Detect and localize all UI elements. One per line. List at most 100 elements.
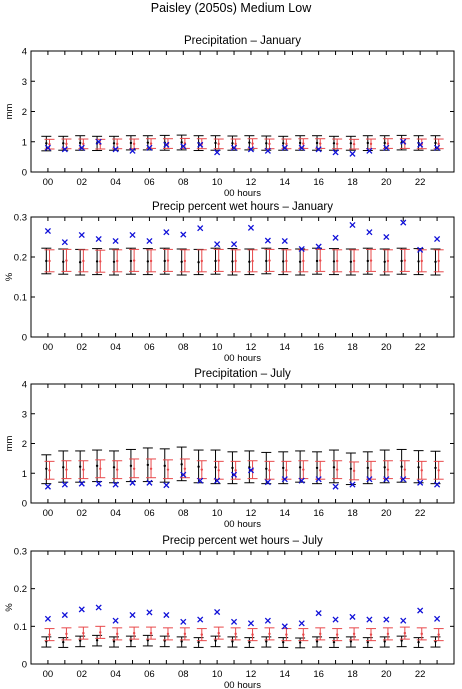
errorbar-mid-point <box>335 259 339 263</box>
errorbar-mid-point <box>386 259 390 263</box>
errorbar-mid-point <box>99 260 102 263</box>
marker-x-hour-13 <box>264 617 271 624</box>
errorbar-mid-point <box>217 142 220 146</box>
errorbar-mid-point <box>99 631 102 634</box>
errorbar-mid-point <box>180 463 183 466</box>
errorbar-mid-point <box>420 469 423 472</box>
errorbar-mid-point <box>234 142 237 146</box>
errorbar-black-hour-7 <box>159 247 170 275</box>
x-tick-label: 16 <box>313 177 324 188</box>
errorbar-mid-point <box>112 466 116 469</box>
y-axis-label: mm <box>4 436 15 452</box>
marker-x-hour-16 <box>315 610 322 617</box>
errorbar-mid-point <box>48 259 51 263</box>
errorbar-black-hour-3 <box>92 634 103 647</box>
marker-x-hour-6 <box>146 609 153 616</box>
errorbar-red-hour-14 <box>281 249 292 273</box>
errorbar-red-hour-8 <box>179 249 190 273</box>
errorbar-mid-point <box>132 467 136 470</box>
errorbar-mid-point <box>62 142 65 145</box>
errorbar-mid-point <box>251 633 254 636</box>
errorbar-mid-point <box>437 142 440 146</box>
errorbar-mid-point <box>197 640 200 644</box>
marker-x-hour-15 <box>298 620 305 627</box>
errorbar-mid-point <box>335 468 339 471</box>
x-tick-label: 22 <box>415 669 426 680</box>
errorbar-mid-point <box>302 468 305 471</box>
errorbar-mid-point <box>400 465 403 468</box>
errorbar-red-hour-8 <box>179 458 190 479</box>
marker-x-hour-23 <box>434 481 441 488</box>
marker-x-hour-6 <box>146 144 153 151</box>
marker-x-hour-2 <box>78 606 85 613</box>
errorbar-red-hour-5 <box>129 458 140 479</box>
x-tick-label: 12 <box>246 342 257 353</box>
x-tick-label: 14 <box>280 508 291 519</box>
errorbar-red-hour-7 <box>162 459 173 480</box>
y-tick-label: 0.2 <box>14 253 27 264</box>
errorbar-mid-point <box>383 640 386 643</box>
errorbar-black-hour-11 <box>227 451 238 485</box>
marker-x-hour-5 <box>129 479 136 486</box>
axes-frame <box>30 383 455 504</box>
errorbar-black-hour-13 <box>261 247 272 275</box>
marker-x-hour-15 <box>298 477 305 484</box>
errorbar-black-hour-10 <box>210 449 221 485</box>
errorbar-mid-point <box>132 142 136 146</box>
errorbar-red-hour-2 <box>78 249 89 273</box>
errorbar-black-hour-19 <box>362 247 373 275</box>
y-axis-label: % <box>4 603 15 612</box>
errorbar-red-hour-9 <box>196 628 207 642</box>
errorbar-red-hour-19 <box>366 460 376 480</box>
errorbar-black-hour-5 <box>125 247 136 275</box>
errorbar-mid-point <box>332 466 336 469</box>
errorbar-black-hour-18 <box>345 135 356 151</box>
errorbar-mid-point <box>319 469 322 472</box>
errorbar-mid-point <box>315 640 319 643</box>
errorbar-mid-point <box>65 468 68 471</box>
errorbar-mid-point <box>146 260 150 263</box>
marker-x-hour-7 <box>163 482 170 489</box>
errorbar-black-hour-23 <box>430 636 441 648</box>
x-tick-label: 08 <box>178 669 189 680</box>
x-tick-label: 20 <box>381 177 392 188</box>
marker-x-hour-4 <box>112 146 119 153</box>
marker-x-hour-20 <box>383 144 390 151</box>
errorbar-mid-point <box>248 141 251 144</box>
errorbar-mid-point <box>146 463 150 467</box>
marker-x-hour-8 <box>180 143 187 150</box>
errorbar-black-hour-16 <box>312 636 323 648</box>
errorbar-mid-point <box>45 467 48 470</box>
errorbar-mid-point <box>116 259 119 263</box>
errorbar-mid-point <box>231 260 234 263</box>
marker-x-hour-2 <box>78 480 85 487</box>
errorbar-mid-point <box>112 142 116 145</box>
errorbar-red-hour-16 <box>315 460 326 480</box>
marker-x-hour-4 <box>112 481 119 488</box>
errorbar-red-hour-6 <box>146 626 157 640</box>
marker-x-hour-10 <box>214 149 221 156</box>
errorbar-mid-point <box>282 640 285 644</box>
errorbar-mid-point <box>149 259 153 263</box>
x-tick-label: 20 <box>381 342 392 353</box>
errorbar-mid-point <box>251 142 254 145</box>
errorbar-mid-point <box>282 260 285 263</box>
errorbar-mid-point <box>65 632 68 636</box>
marker-x-hour-18 <box>349 481 356 488</box>
errorbar-red-hour-4 <box>112 249 123 273</box>
x-tick-label: 02 <box>76 177 87 188</box>
errorbar-mid-point <box>366 259 369 263</box>
x-tick-label: 12 <box>246 177 257 188</box>
x-tick-label: 06 <box>144 669 155 680</box>
errorbar-mid-point <box>400 259 403 263</box>
marker-x-hour-2 <box>78 231 85 239</box>
marker-x-hour-20 <box>383 476 390 483</box>
errorbar-mid-point <box>149 467 153 470</box>
errorbar-mid-point <box>214 466 217 469</box>
errorbar-mid-point <box>352 259 356 263</box>
errorbar-mid-point <box>352 469 356 473</box>
errorbar-red-hour-3 <box>95 625 106 639</box>
errorbar-mid-point <box>268 469 271 472</box>
errorbar-red-hour-6 <box>146 458 157 479</box>
